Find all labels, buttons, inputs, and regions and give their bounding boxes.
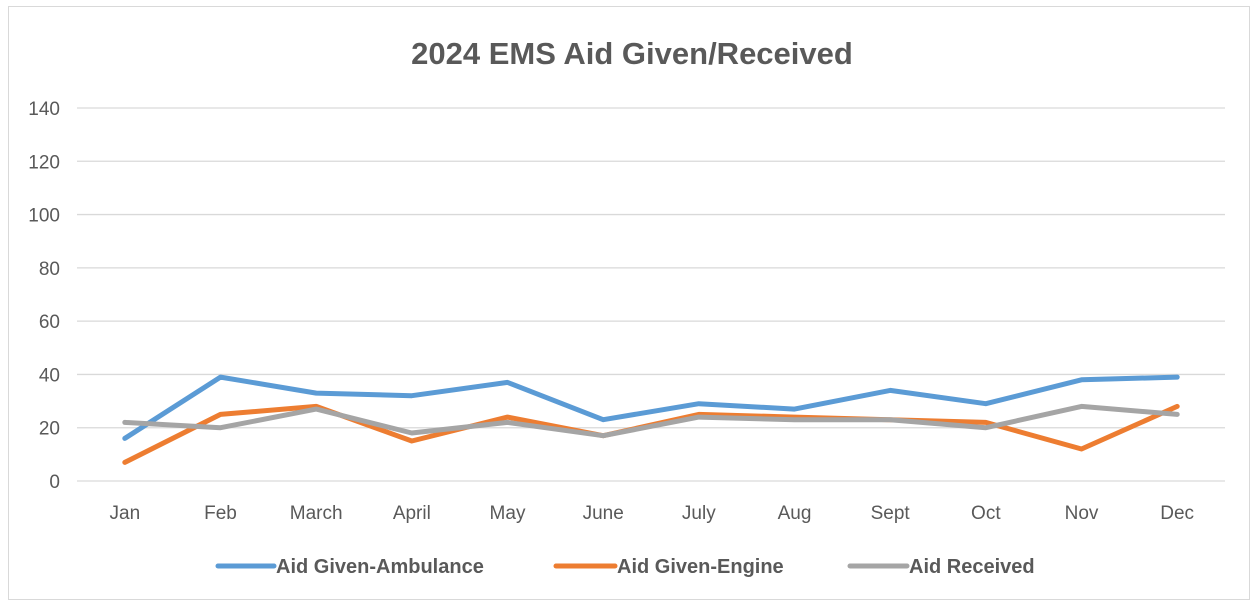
legend: Aid Given-Ambulance Aid Given-Engine Aid R… bbox=[215, 556, 1035, 578]
series-line-1 bbox=[122, 374, 1180, 441]
chart-frame bbox=[8, 6, 1250, 600]
y-tick-label: 120 bbox=[28, 152, 60, 173]
gridlines bbox=[77, 107, 1225, 482]
legend-item: Aid Given-Ambulance bbox=[215, 556, 484, 578]
x-tick-label: July bbox=[682, 503, 716, 524]
series-lines bbox=[122, 374, 1180, 465]
y-tick-label: 140 bbox=[28, 99, 60, 120]
legend-label: Aid Received bbox=[909, 556, 1035, 578]
legend-label: Aid Given-Ambulance bbox=[276, 556, 484, 578]
legend-item: Aid Given-Engine bbox=[553, 556, 784, 578]
y-tick-label: 20 bbox=[39, 419, 60, 440]
x-tick-label: May bbox=[490, 503, 526, 524]
legend-item: Aid Received bbox=[847, 556, 1035, 578]
legend-label: Aid Given-Engine bbox=[617, 556, 784, 578]
x-tick-label: Dec bbox=[1160, 503, 1194, 524]
y-tick-label: 80 bbox=[39, 259, 60, 280]
y-tick-label: 100 bbox=[28, 206, 60, 227]
x-tick-label: Jan bbox=[110, 503, 141, 524]
y-tick-label: 0 bbox=[49, 472, 60, 493]
y-axis-ticks: 0 20 40 60 80 100 120 140 bbox=[28, 99, 60, 493]
x-tick-label: Feb bbox=[204, 503, 237, 524]
x-tick-label: June bbox=[583, 503, 624, 524]
x-tick-label: Aug bbox=[778, 503, 812, 524]
y-tick-label: 60 bbox=[39, 312, 60, 333]
series-line-3 bbox=[122, 403, 1180, 439]
x-tick-label: Nov bbox=[1065, 503, 1099, 524]
x-tick-label: March bbox=[290, 503, 343, 524]
x-tick-label: April bbox=[393, 503, 431, 524]
y-tick-label: 40 bbox=[39, 365, 60, 386]
x-tick-label: Oct bbox=[971, 503, 1001, 524]
x-tick-label: Sept bbox=[871, 503, 911, 524]
chart-title: 2024 EMS Aid Given/Received bbox=[411, 36, 853, 71]
x-axis-ticks: Jan Feb March April May June July Aug Sept Oct Nov… bbox=[110, 503, 1195, 524]
